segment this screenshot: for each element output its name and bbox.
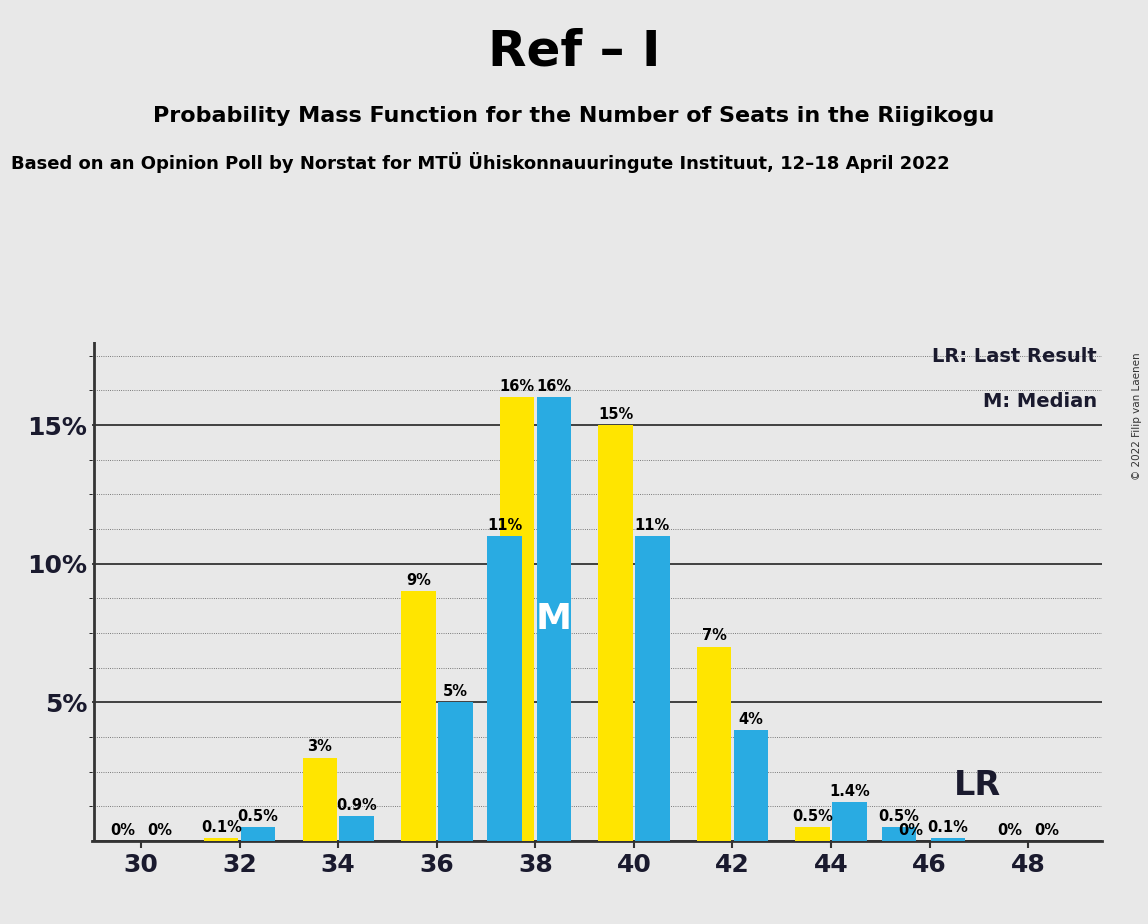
Text: M: M <box>536 602 572 636</box>
Text: M: Median: M: Median <box>983 392 1097 411</box>
Bar <box>401 591 435 841</box>
Text: 4%: 4% <box>738 711 763 726</box>
Bar <box>598 425 633 841</box>
Text: 0%: 0% <box>998 822 1022 837</box>
Text: Based on an Opinion Poll by Norstat for MTÜ Ühiskonnauuringute Instituut, 12–18 : Based on an Opinion Poll by Norstat for … <box>11 152 951 174</box>
Text: 0%: 0% <box>1034 822 1060 837</box>
Bar <box>204 838 239 841</box>
Bar <box>303 758 338 841</box>
Text: 0%: 0% <box>147 822 172 837</box>
Text: 0.5%: 0.5% <box>792 808 833 823</box>
Text: 0.9%: 0.9% <box>336 797 377 812</box>
Bar <box>832 802 867 841</box>
Bar <box>635 536 669 841</box>
Text: 0.1%: 0.1% <box>928 820 969 834</box>
Text: 0.5%: 0.5% <box>878 808 920 823</box>
Text: 3%: 3% <box>308 739 332 754</box>
Bar <box>734 730 768 841</box>
Bar <box>536 397 571 841</box>
Text: 0%: 0% <box>899 822 924 837</box>
Text: LR: LR <box>954 769 1001 802</box>
Bar <box>796 827 830 841</box>
Text: 0.1%: 0.1% <box>201 820 241 834</box>
Bar <box>697 647 731 841</box>
Text: 16%: 16% <box>499 379 535 394</box>
Bar <box>487 536 522 841</box>
Text: 7%: 7% <box>701 628 727 643</box>
Text: © 2022 Filip van Laenen: © 2022 Filip van Laenen <box>1132 352 1142 480</box>
Bar <box>882 827 916 841</box>
Text: Ref – I: Ref – I <box>488 28 660 76</box>
Text: 1.4%: 1.4% <box>829 784 870 798</box>
Text: Probability Mass Function for the Number of Seats in the Riigikogu: Probability Mass Function for the Number… <box>154 106 994 127</box>
Text: 0%: 0% <box>110 822 135 837</box>
Text: 9%: 9% <box>406 573 430 588</box>
Bar <box>499 397 534 841</box>
Bar <box>439 702 473 841</box>
Text: 15%: 15% <box>598 407 633 421</box>
Text: 5%: 5% <box>443 684 467 699</box>
Text: 11%: 11% <box>487 517 522 532</box>
Bar <box>340 816 374 841</box>
Text: 11%: 11% <box>635 517 670 532</box>
Text: 16%: 16% <box>536 379 572 394</box>
Text: LR: Last Result: LR: Last Result <box>932 346 1097 366</box>
Bar <box>241 827 276 841</box>
Bar <box>931 838 965 841</box>
Text: 0.5%: 0.5% <box>238 808 279 823</box>
